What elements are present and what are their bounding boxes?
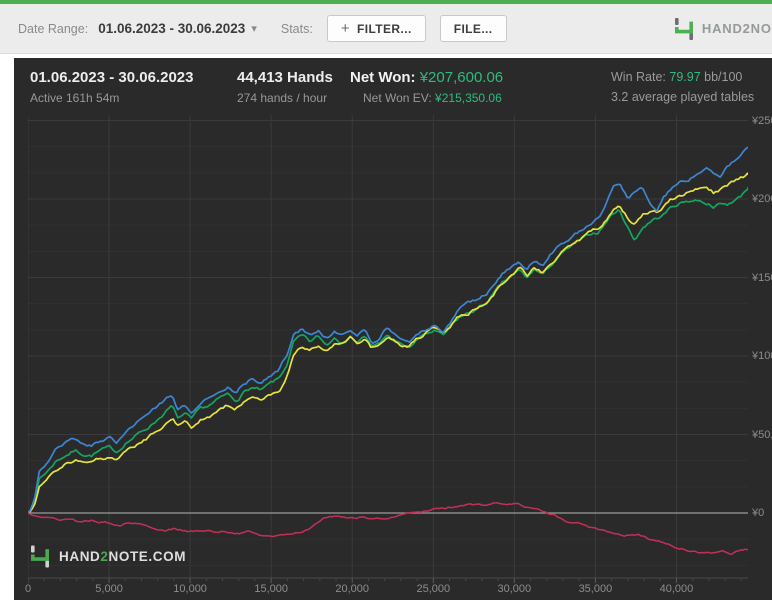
y-axis-tick-label: ¥0 [752,507,765,519]
toolbar: Date Range: 01.06.2023 - 30.06.2023 ▾ St… [0,4,772,54]
chevron-down-icon[interactable]: ▾ [251,23,257,35]
chart-plot-area[interactable] [28,115,748,585]
brand-text: HAND2NOTE [701,21,772,36]
summary-hands-per-hour: 274 hands / hour [237,91,328,105]
y-axis-tick-label: ¥100,000 [752,350,772,362]
x-axis-tick-label: 15,000 [254,583,288,595]
y-axis-tick-label: ¥200,000 [752,193,772,205]
net-won-row: Net Won: ¥207,600.06 [350,69,503,86]
filter-button-label: FILTER... [357,21,412,36]
x-axis-tick-label: 25,000 [416,583,451,595]
avg-tables: 3.2 average played tables [611,90,755,104]
win-rate-label: Win Rate: [611,70,666,84]
x-axis-tick-label: 20,000 [335,583,370,595]
date-range-label: Date Range: [18,21,89,36]
watermark-text: HAND2NOTE.COM [59,549,187,564]
hand2note-logo-icon [674,17,693,40]
win-rate-value: 79.97 [669,70,701,84]
top-accent-bar [0,0,772,4]
net-won-label: Net Won: [350,69,416,86]
x-axis-tick-label: 5,000 [95,583,123,595]
line-red [28,502,748,556]
watermark: HAND2NOTE.COM [30,545,186,568]
line-yellow-ev [28,172,748,514]
net-won-ev-value: ¥215,350.06 [435,91,502,105]
x-axis-tick-label: 35,000 [578,583,613,595]
net-won-value: ¥207,600.06 [419,69,504,86]
hand2note-logo-icon [31,545,49,568]
summary-hands: 44,413 Hands [237,69,333,86]
report-panel: 01.06.2023 - 30.06.2023 Active 161h 54m … [14,58,772,600]
summary-active-time: Active 161h 54m [30,91,120,105]
win-rate-row: Win Rate: 79.97 bb/100 [611,70,742,84]
summary-date-range: 01.06.2023 - 30.06.2023 [30,69,194,86]
y-axis-tick-label: ¥150,000 [752,271,772,284]
x-axis-tick-label: 40,000 [659,583,694,595]
x-axis-tick-label: 30,000 [497,583,532,595]
winnings-graph [28,115,748,583]
filter-button[interactable]: + FILTER... [326,15,426,42]
summary-bar: 01.06.2023 - 30.06.2023 Active 161h 54m … [14,58,772,115]
x-axis-tick-label: 10,000 [173,583,207,595]
file-button-label: FILE... [453,21,493,36]
x-axis-tick-label: 0 [24,583,32,595]
file-button[interactable]: FILE... [439,15,507,42]
net-won-ev-label: Net Won EV: [363,91,432,105]
y-axis-tick-label: ¥50,000 [752,428,772,441]
line-blue [28,146,748,514]
plus-icon: + [340,19,350,37]
line-green-net-won [28,186,748,514]
date-range-value[interactable]: 01.06.2023 - 30.06.2023 [98,21,246,36]
hand2note-brand: HAND2NOTE [674,17,772,40]
net-won-ev-row: Net Won EV: ¥215,350.06 [363,91,502,105]
y-axis-tick-label: ¥250,000 [752,114,772,127]
win-rate-unit: bb/100 [704,70,743,84]
stats-label: Stats: [280,21,313,36]
